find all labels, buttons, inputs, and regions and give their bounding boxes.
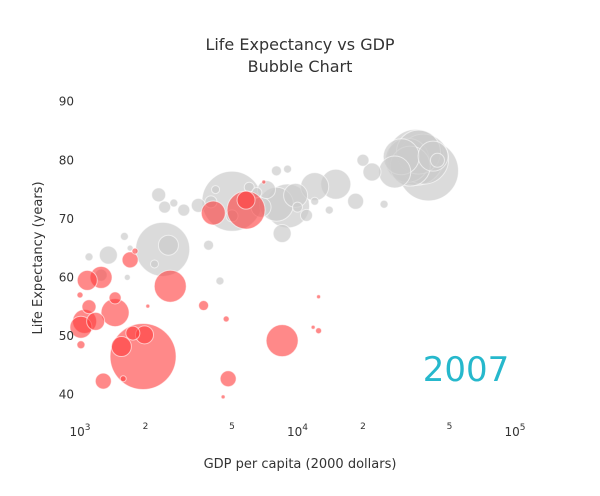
bubble[interactable] — [356, 153, 370, 167]
bubble[interactable] — [379, 199, 389, 209]
bubble-highlighted[interactable] — [94, 372, 112, 390]
bubble-highlighted[interactable] — [76, 291, 84, 299]
bubble-highlighted[interactable] — [265, 324, 299, 358]
y-tick-label: 90 — [59, 95, 74, 109]
chart-title: Life Expectancy vs GDP Bubble Chart — [205, 35, 394, 76]
bubble-highlighted[interactable] — [76, 340, 86, 350]
bubble-highlighted[interactable] — [108, 291, 122, 305]
bubble-highlighted[interactable] — [198, 300, 210, 312]
bubble-highlighted[interactable] — [219, 370, 237, 388]
bubble-highlighted[interactable] — [86, 311, 106, 331]
bubble[interactable] — [169, 198, 179, 208]
bubble[interactable] — [177, 203, 191, 217]
y-tick-label: 50 — [59, 329, 74, 343]
bubbles-highlight — [69, 179, 323, 400]
bubble-highlighted[interactable] — [261, 179, 267, 185]
bubble[interactable] — [292, 201, 303, 213]
bubble[interactable] — [310, 196, 320, 206]
bubble[interactable] — [123, 273, 131, 281]
x-minor-tick-label: 5 — [447, 422, 453, 432]
y-tick-label: 80 — [59, 153, 74, 167]
bubble-highlighted[interactable] — [121, 251, 139, 269]
bubble[interactable] — [98, 245, 118, 265]
bubble-highlighted[interactable] — [125, 325, 141, 341]
chart-title-line1: Life Expectancy vs GDP — [205, 35, 394, 54]
x-axis-ticks: 103 104 105 2 5 2 5 — [69, 422, 525, 439]
bubble[interactable] — [158, 200, 172, 214]
bubble[interactable] — [211, 185, 221, 195]
x-minor-tick-label: 2 — [360, 422, 366, 432]
bubble[interactable] — [203, 239, 215, 251]
x-tick-label: 105 — [504, 423, 525, 439]
x-minor-tick-label: 2 — [143, 422, 149, 432]
bubble[interactable] — [378, 155, 412, 189]
bubbles-other — [84, 128, 459, 286]
bubble[interactable] — [119, 231, 129, 241]
bubble[interactable] — [270, 165, 282, 177]
bubble-highlighted[interactable] — [315, 327, 323, 335]
bubble-highlighted[interactable] — [119, 375, 127, 383]
y-axis-ticks: 40 50 60 70 80 90 — [59, 95, 74, 402]
bubble-highlighted[interactable] — [110, 336, 132, 358]
bubble[interactable] — [157, 234, 179, 256]
bubble-highlighted[interactable] — [222, 315, 230, 323]
x-tick-label: 104 — [287, 423, 308, 439]
y-tick-label: 60 — [59, 270, 74, 284]
bubble-highlighted[interactable] — [236, 190, 256, 210]
bubble[interactable] — [362, 162, 382, 182]
bubble[interactable] — [149, 259, 159, 269]
bubble-highlighted[interactable] — [81, 299, 97, 315]
bubble-highlighted[interactable] — [153, 269, 187, 303]
bubble[interactable] — [84, 252, 94, 262]
chart-subtitle: Bubble Chart — [248, 57, 353, 76]
bubble[interactable] — [283, 164, 293, 174]
plot-area[interactable] — [69, 128, 459, 400]
bubble-highlighted[interactable] — [200, 200, 226, 226]
bubble[interactable] — [272, 224, 292, 243]
bubble[interactable] — [300, 208, 314, 222]
y-tick-label: 70 — [59, 212, 74, 226]
x-minor-tick-label: 5 — [229, 422, 235, 432]
bubble[interactable] — [215, 276, 225, 286]
bubble-highlighted[interactable] — [145, 303, 151, 309]
bubble[interactable] — [429, 152, 445, 168]
y-axis-title: Life Expectancy (years) — [31, 181, 46, 334]
bubble[interactable] — [324, 205, 334, 215]
bubble-highlighted[interactable] — [131, 247, 139, 255]
y-tick-label: 40 — [59, 388, 74, 402]
bubble-highlighted[interactable] — [310, 324, 316, 330]
bubble[interactable] — [347, 192, 365, 210]
bubble[interactable] — [151, 187, 167, 203]
bubble-highlighted[interactable] — [76, 269, 98, 291]
x-axis-title: GDP per capita (2000 dollars) — [204, 457, 397, 472]
year-annotation: 2007 — [423, 350, 510, 390]
bubble-highlighted[interactable] — [316, 294, 322, 300]
x-tick-label: 103 — [69, 423, 90, 439]
bubble-highlighted[interactable] — [220, 394, 226, 400]
